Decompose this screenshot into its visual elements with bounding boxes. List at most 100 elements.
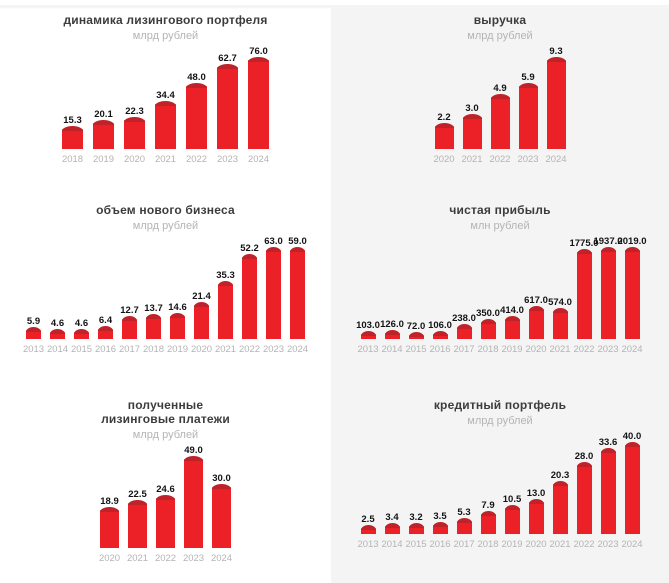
bar-column: 106.0 2016 [428,236,452,355]
bar-column: 4.6 2014 [47,236,68,355]
bar-value-label: 59.0 [288,236,307,247]
chart-credit-portfolio: кредитный портфель млрд рублей 2.5 2013 3.… [331,385,669,583]
bar-value-label: 2.2 [437,112,451,123]
bar-column: 13.0 2020 [525,431,546,550]
bar-value-label: 15.3 [63,115,82,126]
bar-value-label: 1775.0 [569,238,599,249]
bar-value-label: 20.1 [94,109,113,120]
x-axis-tick-label: 2013 [357,344,379,355]
bar [528,306,544,339]
bar-value-label: 3.2 [409,512,423,523]
chart-revenue: выручка млрд рублей 2.2 2020 3.0 2021 4.9 202… [331,0,669,190]
bar-value-label: 14.6 [168,302,187,313]
bar-value-label: 35.3 [216,270,235,281]
bar [128,500,147,548]
bar-column: 10.5 2019 [501,431,522,550]
x-axis-tick-label: 2013 [357,539,379,550]
bar-column: 22.3 2020 [124,46,145,165]
x-axis-tick-label: 2013 [22,344,45,355]
bar-value-label: 238.0 [452,313,476,324]
bar-column: 5.9 2013 [22,236,45,355]
bar-column: 414.0 2019 [500,236,524,355]
x-axis-tick-label: 2023 [216,154,239,165]
bar-value-label: 126.0 [380,319,404,330]
chart-net-profit: чистая прибыль млн рублей 103.0 2013 126.0… [331,190,669,385]
bar [552,308,568,339]
bar-value-label: 4.6 [74,318,89,329]
bar [98,326,113,339]
x-axis-tick-label: 2014 [381,344,403,355]
bar-value-label: 103.0 [356,320,380,331]
x-axis-tick-label: 2016 [429,344,451,355]
chart-received-leasing-payments: полученные лизинговые платежи млрд рубле… [0,385,331,583]
bar [170,313,185,339]
x-axis-tick-label: 2018 [477,344,499,355]
bar-value-label: 7.9 [481,500,495,511]
bar [462,114,482,149]
bar [360,525,376,534]
bar [624,247,640,339]
x-axis-tick-label: 2014 [381,539,403,550]
bar [155,101,176,149]
x-axis-tick-label: 2022 [154,553,177,564]
bar-value-label: 72.0 [406,321,426,332]
x-axis-tick-label: 2023 [182,553,205,564]
bar [194,302,209,339]
bar-column: 49.0 2023 [182,445,205,564]
bar [217,64,238,149]
x-axis-tick-label: 2018 [61,154,84,165]
bar [528,499,544,534]
bar-column: 72.0 2015 [405,236,426,355]
bar-column: 13.7 2018 [143,236,164,355]
x-axis-tick-label: 2023 [517,154,539,165]
x-axis-tick-label: 2021 [549,539,571,550]
bar-value-label: 63.0 [264,236,283,247]
x-axis-tick-label: 2018 [477,539,499,550]
bar [480,319,496,339]
bar-value-label: 3.5 [433,511,447,522]
x-axis-tick-label: 2021 [154,154,177,165]
bar [242,254,257,339]
chart-subtitle: млн рублей [470,220,530,232]
bar-column: 63.0 2023 [263,236,284,355]
bar-value-label: 49.0 [184,445,203,456]
bar-plot: 2.5 2013 3.4 2014 3.2 2015 3.5 2016 5.3 2017 7.9 20… [357,431,642,550]
bar-column: 76.0 2024 [248,46,269,165]
bar [74,329,89,339]
bar-value-label: 9.3 [549,46,563,57]
bar-column: 62.7 2023 [217,46,238,165]
x-axis-tick-label: 2017 [453,344,475,355]
bar-column: 3.2 2015 [405,431,426,550]
bar [408,332,424,339]
bar-value-label: 21.4 [192,291,211,302]
bar [504,505,520,534]
bar [248,57,269,149]
bar [100,507,119,548]
x-axis-tick-label: 2021 [461,154,483,165]
bar-value-label: 18.9 [100,496,119,507]
chart-title: полученные лизинговые платежи [101,398,230,426]
bar-value-label: 5.9 [521,72,535,83]
x-axis-tick-label: 2015 [405,344,427,355]
x-axis-tick-label: 2023 [597,344,619,355]
x-axis-tick-label: 2024 [210,553,233,564]
bar-column: 126.0 2014 [380,236,404,355]
chart-title: объем нового бизнеса [96,203,235,217]
bar-column: 20.1 2019 [93,46,114,165]
bar-value-label: 2019.0 [617,236,647,247]
x-axis-tick-label: 2019 [166,344,189,355]
x-axis-tick-label: 2020 [433,154,455,165]
x-axis-tick-label: 2019 [501,344,523,355]
bar-column: 103.0 2013 [356,236,380,355]
chart-leasing-portfolio-dynamics: динамика лизингового портфеля млрд рубле… [0,0,331,190]
bar-column: 14.6 2019 [166,236,189,355]
bar-value-label: 6.4 [98,315,113,326]
x-axis-tick-label: 2021 [214,344,237,355]
bar-column: 4.9 2022 [489,46,510,165]
bar-value-label: 350.0 [476,308,500,319]
x-axis-tick-label: 2022 [573,539,595,550]
bar [480,511,496,534]
bar-plot: 18.9 2020 22.5 2021 24.6 2022 49.0 2023 30.0 2024 [99,445,233,564]
bar-value-label: 414.0 [500,305,524,316]
bar-column: 24.6 2022 [154,445,177,564]
